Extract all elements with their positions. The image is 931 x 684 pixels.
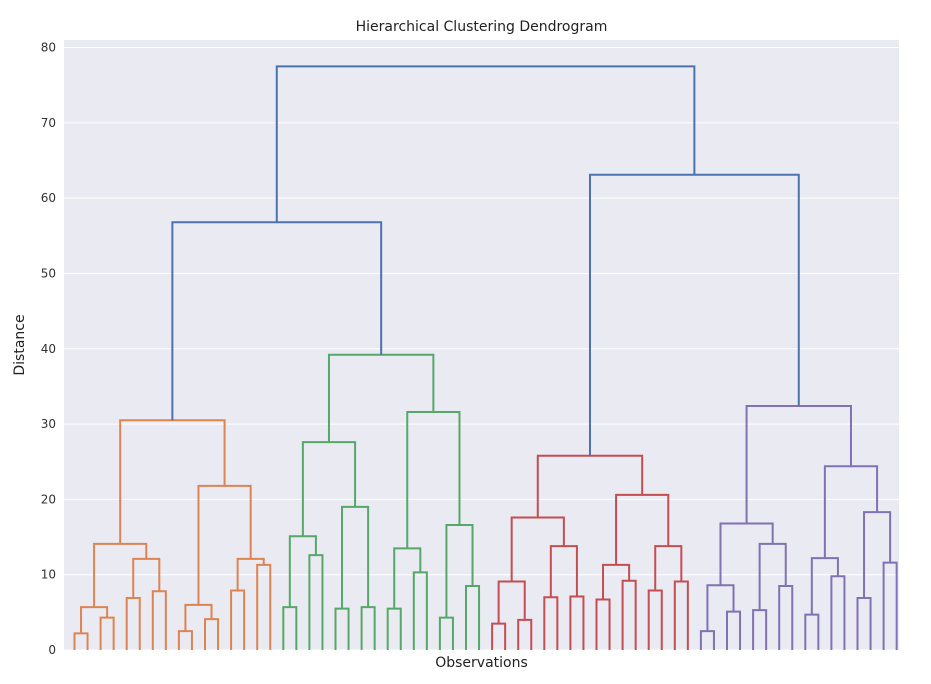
dendrogram-link bbox=[406, 411, 461, 549]
y-tick-label: 20 bbox=[41, 492, 56, 506]
y-tick-label: 30 bbox=[41, 417, 56, 431]
dendrogram-link bbox=[804, 613, 820, 650]
dendrogram-link bbox=[778, 584, 794, 650]
dendrogram-link bbox=[882, 561, 898, 650]
dendrogram-link bbox=[758, 542, 787, 611]
dendrogram-link bbox=[706, 584, 735, 632]
plot-area bbox=[64, 40, 899, 650]
chart-title: Hierarchical Clustering Dendrogram bbox=[356, 19, 608, 35]
y-tick-label: 70 bbox=[41, 116, 56, 130]
y-axis-ticks: 0 10 20 30 40 50 60 70 80 bbox=[41, 41, 56, 657]
y-tick-label: 60 bbox=[41, 191, 56, 205]
y-tick-label: 10 bbox=[41, 568, 56, 582]
x-axis-label: Observations bbox=[435, 655, 528, 671]
dendrogram-link bbox=[543, 596, 559, 650]
y-tick-label: 40 bbox=[41, 342, 56, 356]
dendrogram-link bbox=[699, 630, 715, 650]
dendrogram-link bbox=[119, 419, 226, 544]
dendrogram-link bbox=[536, 454, 644, 518]
dendrogram-link bbox=[491, 622, 507, 650]
dendrogram-link bbox=[726, 610, 742, 650]
y-tick-label: 80 bbox=[41, 41, 56, 55]
dendrogram-link bbox=[275, 65, 696, 223]
dendrogram-link bbox=[288, 535, 317, 608]
dendrogram-link bbox=[341, 505, 370, 609]
dendrogram-link bbox=[177, 630, 193, 650]
dendrogram-link bbox=[719, 522, 774, 586]
dendrogram-link bbox=[569, 595, 585, 650]
dendrogram-link bbox=[445, 523, 474, 618]
dendrogram-link bbox=[465, 584, 481, 650]
dendrogram-link bbox=[510, 516, 565, 582]
dendrogram-link bbox=[171, 221, 383, 421]
y-tick-label: 0 bbox=[48, 643, 56, 657]
dendrogram-link bbox=[517, 618, 533, 650]
dendrogram-links bbox=[73, 65, 898, 650]
y-axis-label: Distance bbox=[12, 314, 28, 375]
dendrogram-link bbox=[184, 603, 213, 632]
dendrogram-link bbox=[236, 557, 265, 591]
dendrogram-link bbox=[93, 542, 148, 608]
dendrogram-link bbox=[823, 465, 879, 559]
dendrogram-link bbox=[132, 557, 161, 599]
y-tick-label: 50 bbox=[41, 266, 56, 280]
grid-lines bbox=[64, 47, 899, 651]
dendrogram-link bbox=[830, 575, 846, 650]
